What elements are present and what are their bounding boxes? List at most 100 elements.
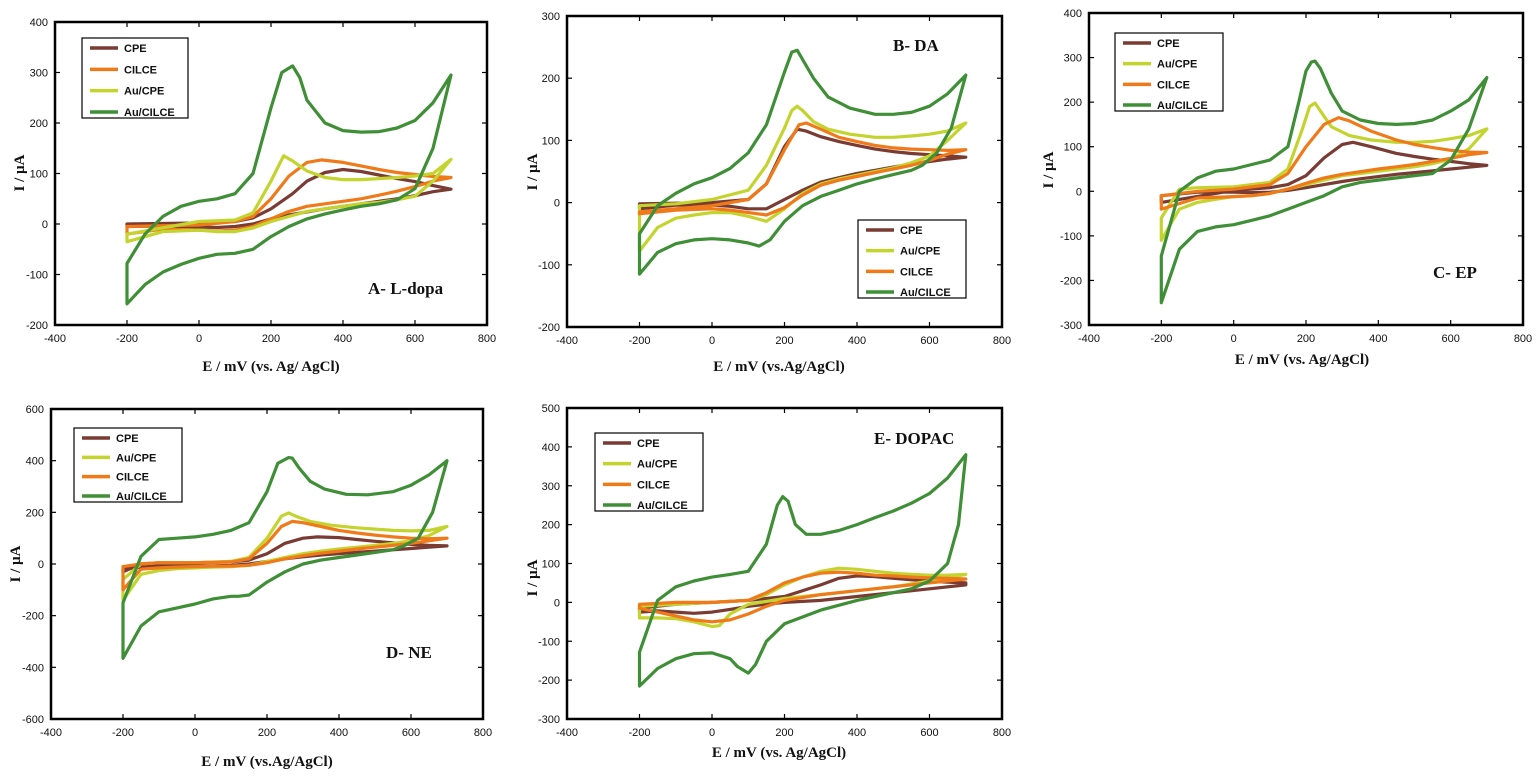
panel-a-legend-label: CPE [124,43,147,55]
panel-d-ticks: -400 -200 0 200 400 600 800-600-400-2000200400… [22,404,492,739]
panel-a-xtick-label: 400 [334,333,352,345]
panel-b-series-cilce [637,121,968,217]
panel-d-legend-label: CPE [116,433,139,445]
panel-b-ytick-label: 0 [554,198,560,210]
panel-e-ylabel: I / µA [525,559,541,596]
panel-b-series-au-cpe [637,104,968,253]
panel-e-dopac: -400 -200 0 200 400 600 800 -300 -200 -100 0 100 200… [525,403,1011,761]
panel-b-series-au-cilce [637,48,968,276]
panel-b-legend-label: CILCE [900,266,933,278]
panel-a-xtick-label: 800 [478,333,496,345]
panel-e-xtick-label: 400 [848,727,866,739]
panel-d-legend-label: CILCE [116,472,149,484]
panel-d-series-cilce [121,519,449,592]
panel-d-legend-label: Au/CILCE [116,491,167,503]
panel-b-ytick-label: -100 [538,260,560,272]
panel-e-ytick-label: 300 [542,481,560,493]
panel-d-xtick-label: 600 [402,727,420,739]
panel-c-xlabel: E / mV (vs. Ag/AgCl) [1235,352,1369,368]
panel-c-legend-label: Au/CILCE [1157,100,1208,112]
panel-e-legend-box [594,432,704,512]
panel-b-ytick-label: -200 [538,322,560,334]
panel-c-ytick-label: 200 [1064,97,1082,109]
panel-e-xtick-label: -400 [556,727,578,739]
panel-e-legend-label: Au/CILCE [637,500,688,512]
panel-b-ylabel: I / µA [525,153,541,190]
panel-d-xtick-label: 800 [474,727,492,739]
panel-a-ytick-label: -100 [26,270,48,282]
panel-b-legend-label: Au/CPE [900,246,940,258]
panel-e-ytick-label: -300 [538,714,560,726]
panel-c-legend-label: Au/CPE [1157,59,1197,71]
panel-a-xtick-label: 600 [406,333,424,345]
panel-d-ytick-label: -200 [22,611,44,623]
panel-d-xtick-label: 0 [192,727,198,739]
panel-e-ytick-label: 100 [542,559,560,571]
panel-e-series [637,453,968,688]
panel-d-series [121,456,449,660]
panel-c-legend-label: CPE [1157,38,1180,50]
panel-a-legend: CPE CILCE Au/CPE Au/CILCE [81,37,189,119]
panel-c-xtick-label: 800 [1514,333,1532,345]
panel-a-title: A- L-dopa [368,279,444,298]
panel-a-ytick-label: 0 [42,219,48,231]
panel-d-ne: -400 -200 0 200 400 600 800-600-400-2000200400… [8,404,492,770]
panel-b-xtick-label: 200 [775,335,793,347]
panel-d-legend: CPE Au/CPE CILCE Au/CILCE [73,427,183,503]
panel-d-xlabel: E / mV (vs.Ag/AgCl) [201,754,332,770]
panel-c-xtick-label: -200 [1150,333,1172,345]
panel-e-xtick-label: 600 [920,727,938,739]
panel-b-title: B- DA [893,36,940,55]
panel-c-legend-label: CILCE [1157,79,1190,91]
panel-e-xtick-label: 0 [709,727,715,739]
panel-c-ticks: -400 -200 0 200 400 600 800 -300 -200 -100 0 100 200… [1060,8,1532,345]
panel-a-ytick-label: 400 [30,17,48,29]
panel-c-ytick-label: 100 [1064,142,1082,154]
panel-c-legend: CPE Au/CPE CILCE Au/CILCE [1114,32,1224,112]
panel-c-series-cilce [1159,116,1489,211]
panel-e-series-cilce [637,570,968,624]
panel-e-series-cpe [637,574,968,615]
panel-e-ytick-label: 200 [542,520,560,532]
panel-c-ep: -400 -200 0 200 400 600 800 -300 -200 -100 0 100 200… [1041,8,1532,368]
panel-a-l-dopa: -400 -200 0 200 400 600 800-200-10001002003004… [12,17,496,375]
panel-b-series-cpe [637,127,968,211]
panel-a-legend-label: Au/CILCE [124,107,175,119]
panel-c-series [1159,59,1489,305]
panel-a-series [125,64,453,306]
panel-d-title: D- NE [386,643,432,662]
panel-b-da: -400 -200 0 200 400 600 800-200-1000100200300 … [525,11,1011,375]
panel-e-legend-label: CILCE [637,479,670,491]
panel-d-ytick-label: 400 [26,456,44,468]
panel-a-xtick-label: 0 [196,333,202,345]
panel-e-legend: CPE Au/CPE CILCE Au/CILCE [594,432,704,512]
panel-d-legend-label: Au/CPE [116,452,156,464]
panel-a-legend-label: CILCE [124,64,157,76]
panel-d-xtick-label: 200 [258,727,276,739]
panel-b-legend: CPE Au/CPE CILCE Au/CILCE [857,219,967,299]
panel-e-title: E- DOPAC [874,429,954,448]
panel-e-ytick-label: -100 [538,636,560,648]
panel-e-ticks: -400 -200 0 200 400 600 800 -300 -200 -100 0 100 200… [538,403,1011,739]
panel-a-series-cpe [125,167,453,230]
panel-c-title: C- EP [1433,263,1477,282]
panel-e-xlabel: E / mV (vs. Ag/AgCl) [712,745,846,761]
panel-d-ytick-label: 600 [26,404,44,416]
panel-c-xtick-label: 600 [1441,333,1459,345]
panel-a-xlabel: E / mV (vs. Ag/ AgCl) [202,359,339,375]
panel-c-xtick-label: 200 [1297,333,1315,345]
panel-b-ytick-label: 300 [542,11,560,23]
panel-a-series-au-cpe [125,154,453,244]
panel-c-series-au-cilce [1159,59,1489,305]
panel-b-xtick-label: 400 [848,335,866,347]
panel-e-xtick-label: 200 [775,727,793,739]
panel-c-ytick-label: -200 [1060,275,1082,287]
panel-c-xtick-label: -400 [1078,333,1100,345]
panel-c-ytick-label: -100 [1060,231,1082,243]
panel-a-xtick-label: 200 [262,333,280,345]
panel-b-xtick-label: 800 [993,335,1011,347]
panel-c-ylabel: I / µA [1041,151,1057,188]
panel-b-xtick-label: -200 [628,335,650,347]
